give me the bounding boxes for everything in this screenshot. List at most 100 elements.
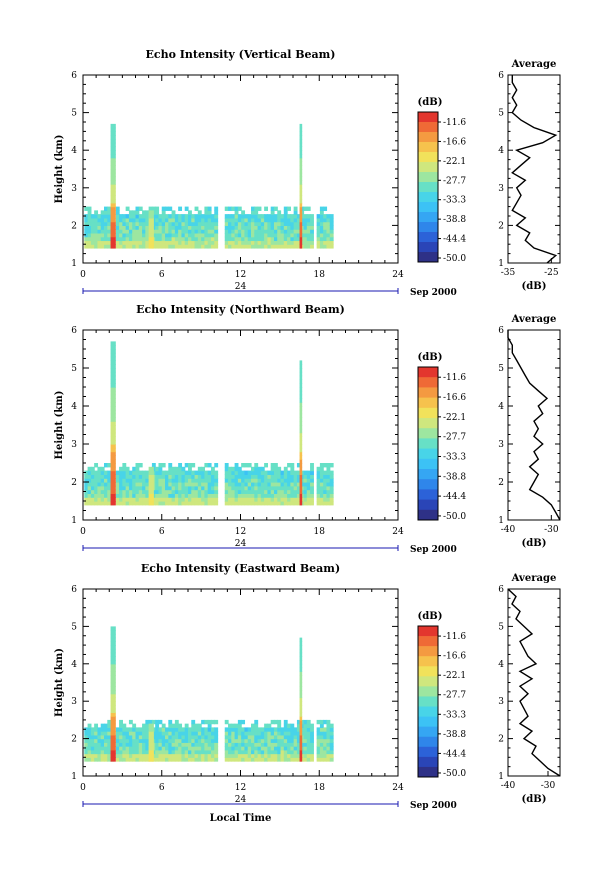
heatmap-cell <box>319 734 324 740</box>
heatmap-cell <box>228 731 232 736</box>
heatmap-cell <box>251 489 255 494</box>
heatmap-cell <box>319 719 324 725</box>
heatmap-cell <box>115 229 120 234</box>
heatmap-cell <box>247 749 252 755</box>
heatmap-cell <box>194 749 199 755</box>
heatmap-cell <box>287 489 291 494</box>
heatmap-cell <box>231 206 236 211</box>
heatmap-cell <box>104 497 108 502</box>
heatmap-cell <box>277 474 282 479</box>
heatmap-cell <box>90 470 95 475</box>
heatmap-cell <box>234 501 239 506</box>
heatmap-cell <box>319 501 324 506</box>
heatmap-cell <box>237 719 242 725</box>
x-tick-label: 0 <box>80 783 86 793</box>
heatmap-cell <box>267 749 272 755</box>
heatmap-cell <box>270 244 275 249</box>
heatmap-cell <box>135 217 140 223</box>
heatmap-cell <box>329 478 334 483</box>
heatmap-cell <box>171 734 176 740</box>
strong-echo-cell <box>148 753 154 758</box>
heatmap-cell <box>184 232 189 238</box>
heatmap-cell <box>287 493 291 498</box>
heatmap-cell <box>97 232 102 238</box>
strong-echo-cell <box>110 474 116 479</box>
heatmap-cell <box>273 466 278 472</box>
colorbar-swatch <box>418 252 438 263</box>
heatmap-cell <box>257 746 262 751</box>
heatmap-cell <box>257 753 262 758</box>
heatmap-cell <box>310 244 314 249</box>
heatmap-cell <box>214 214 219 219</box>
heatmap-cell <box>97 746 102 751</box>
heatmap-cell <box>97 489 102 494</box>
heatmap-cell <box>260 221 265 226</box>
heatmap-cell <box>107 489 112 494</box>
heatmap-cell <box>138 236 143 242</box>
heatmap-cell <box>326 466 331 472</box>
heatmap-cell <box>257 501 262 506</box>
heatmap-cell <box>201 727 206 732</box>
heatmap-cell <box>128 738 133 743</box>
colorbar-tick-label: -27.7 <box>443 176 466 186</box>
heatmap-cell <box>254 240 259 245</box>
heatmap-cell <box>181 244 186 249</box>
heatmap-cell <box>142 753 146 758</box>
heatmap-cell <box>283 749 288 755</box>
heatmap-cell <box>125 727 130 732</box>
heatmap-cell <box>316 493 321 498</box>
heatmap-cell <box>184 463 189 468</box>
heatmap-cell <box>210 478 215 483</box>
heatmap-cell <box>122 727 127 732</box>
heatmap-cell <box>287 738 291 743</box>
heatmap-cell <box>107 478 112 483</box>
heatmap-cell <box>158 734 163 740</box>
heatmap-cell <box>158 757 163 762</box>
heatmap-cell <box>267 217 272 223</box>
heatmap-cell <box>138 493 143 498</box>
heatmap-cell <box>241 746 246 751</box>
heatmap-cell <box>316 240 321 245</box>
heatmap-cell <box>138 734 143 740</box>
heatmap-cell <box>293 742 298 747</box>
heatmap-cell <box>257 478 262 483</box>
heatmap-cell <box>306 229 311 234</box>
strong-echo-cell <box>299 123 303 129</box>
heatmap-cell <box>277 723 282 728</box>
y-tick-label: 5 <box>71 364 77 374</box>
heatmap-cell <box>326 719 331 725</box>
heatmap-cell <box>231 742 236 747</box>
heatmap-cell <box>267 757 272 762</box>
heatmap-cell <box>234 217 239 223</box>
heatmap-cell <box>155 474 160 479</box>
heatmap-cell <box>145 244 150 249</box>
heatmap-cell <box>191 225 196 230</box>
heatmap-cell <box>125 753 130 758</box>
heatmap-cell <box>210 489 215 494</box>
heatmap-cell <box>142 229 146 234</box>
heatmap-cell <box>224 214 229 219</box>
y-tick-label: 3 <box>71 440 77 450</box>
heatmap-cell <box>329 485 334 491</box>
heatmap-cell <box>142 727 146 732</box>
strong-echo-cell <box>148 482 154 487</box>
heatmap-cell <box>323 727 328 732</box>
heatmap-cell <box>165 240 169 245</box>
heatmap-cell <box>214 742 219 747</box>
heatmap-cell <box>228 727 232 732</box>
heatmap-cell <box>323 757 328 762</box>
heatmap-cell <box>119 240 123 245</box>
heatmap-cell <box>145 734 150 740</box>
heatmap-cell <box>104 489 108 494</box>
strong-echo-cell <box>110 199 116 204</box>
heatmap-cell <box>87 738 92 743</box>
heatmap-cell <box>260 493 265 498</box>
heatmap-cell <box>296 719 301 725</box>
heatmap-cell <box>194 482 199 487</box>
heatmap-cell <box>254 489 259 494</box>
strong-echo-cell <box>110 349 116 354</box>
heatmap-cell <box>207 470 212 475</box>
heatmap-cell <box>94 474 99 479</box>
heatmap-cell <box>197 236 202 242</box>
profile-y-tick-label: 5 <box>498 109 504 119</box>
